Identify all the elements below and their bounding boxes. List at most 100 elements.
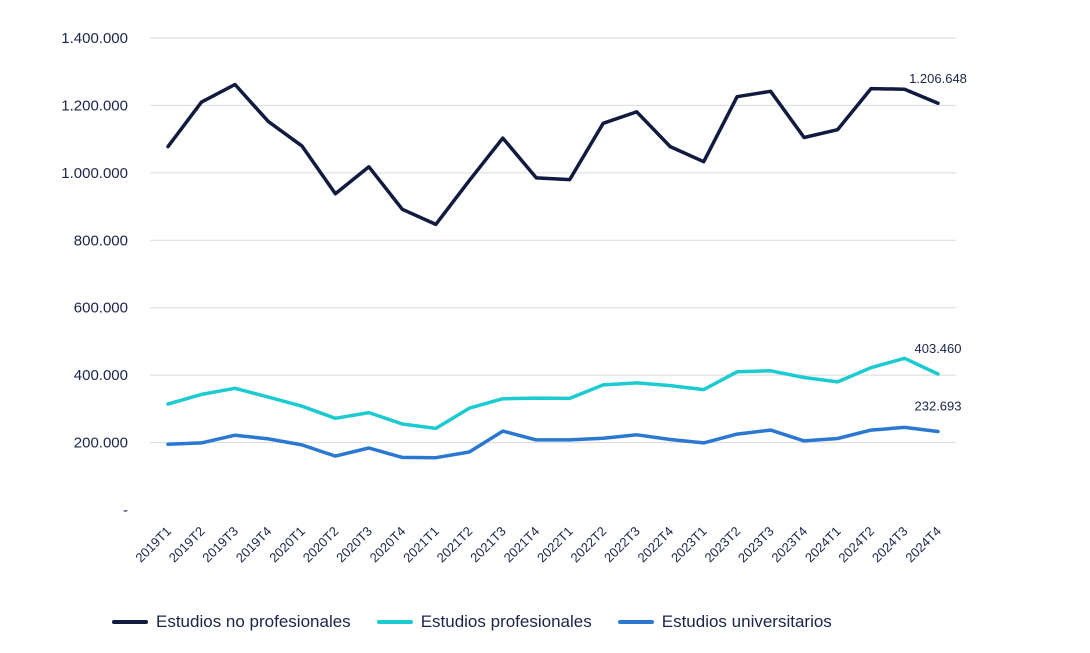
data-point [735,432,739,436]
legend-label: Estudios universitarios [661,612,832,631]
legend-label: Estudios profesionales [420,612,592,631]
x-tick-label: 2024T3 [869,524,911,566]
y-tick-label: 1.000.000 [61,165,128,182]
y-axis-tick-labels: - 200.000 400.000 600.000 800.000 1.000.000 1.… [61,30,128,519]
data-point [936,372,940,376]
data-point [869,428,873,432]
data-point [535,176,538,180]
x-tick-label: 2020T2 [300,524,342,566]
x-tick-label: 2024T2 [835,524,877,566]
legend-item-series-1: Estudios profesionales [376,612,592,632]
data-point [936,101,940,105]
data-point [501,429,504,433]
data-point [166,443,170,446]
data-point [602,383,605,387]
data-point [635,110,638,114]
legend-item-series-0: Estudios no profesionales [112,612,351,632]
x-tick-label: 2019T1 [132,524,174,566]
data-point [401,456,404,459]
data-point [367,165,371,168]
data-point [836,380,839,384]
legend-swatch [376,620,413,624]
y-tick-label: 400.000 [74,367,128,384]
x-tick-label: 2023T3 [735,524,777,566]
line-chart: - 200.000 400.000 600.000 800.000 1.000.000 1.… [61,30,967,566]
data-point [769,369,772,372]
legend-swatch [617,620,654,624]
y-tick-label: 200.000 [74,435,128,452]
x-tick-label: 2019T3 [199,524,241,566]
data-point [367,446,371,450]
data-point [635,381,638,385]
data-point [300,404,304,408]
data-point [233,83,237,86]
x-tick-label: 2023T2 [701,524,743,566]
end-data-label: 1.206.648 [909,71,967,86]
data-point [468,450,471,454]
data-point [903,357,906,360]
data-point [836,437,839,440]
data-point [166,402,170,406]
data-point [334,192,337,195]
data-point [769,90,772,93]
data-point [233,387,237,390]
data-point [869,87,873,90]
series-line-2 [166,425,940,460]
data-point [334,454,337,458]
x-tick-label: 2019T4 [233,524,275,566]
y-tick-label: 600.000 [74,300,128,317]
data-labels: 1.206.648 403.460 232.693 [909,71,967,413]
data-point [568,178,571,181]
data-point [468,406,471,410]
series-lines [166,82,940,460]
data-point [535,438,538,442]
data-point [635,433,638,437]
gridlines [150,37,956,444]
data-point [267,395,270,399]
x-tick-label: 2024T1 [802,524,844,566]
data-point [200,100,203,104]
data-point [468,179,471,182]
legend-swatch [112,620,148,624]
data-point [334,417,337,420]
data-point [535,396,538,400]
y-tick-label: - [123,502,128,519]
x-axis-tick-labels: 2019T12019T22019T32019T42020T12020T22020… [132,524,944,566]
x-tick-label: 2023T1 [668,524,710,566]
data-point [702,388,705,391]
data-point [735,95,739,98]
data-point [702,160,705,163]
legend: Estudios no profesionales Estudios profe… [112,612,832,632]
x-tick-label: 2022T2 [568,524,610,566]
data-point [434,456,438,459]
series-line-1 [166,356,940,431]
data-point [702,441,705,445]
data-point [602,436,605,440]
y-tick-label: 1.200.000 [61,97,128,114]
data-point [802,439,806,443]
data-point [501,397,504,400]
data-point [434,223,438,226]
data-point [602,122,605,125]
x-tick-label: 2021T2 [434,524,476,566]
data-point [434,427,438,430]
legend-item-series-2: Estudios universitarios [617,612,832,632]
data-point [568,397,571,400]
data-point [200,393,203,396]
y-tick-label: 1.400.000 [61,30,128,47]
data-point [267,437,270,441]
data-point [267,120,270,123]
data-point [233,433,237,437]
data-point [735,370,739,373]
x-tick-label: 2019T2 [166,524,208,566]
data-point [836,128,839,131]
x-tick-label: 2024T4 [902,524,944,566]
data-point [367,411,371,414]
data-point [769,428,772,432]
series-line-0 [166,82,940,227]
x-tick-label: 2021T1 [400,524,442,566]
x-tick-label: 2022T4 [635,524,677,566]
data-point [166,145,170,148]
data-point [802,136,806,139]
data-point [668,384,672,387]
